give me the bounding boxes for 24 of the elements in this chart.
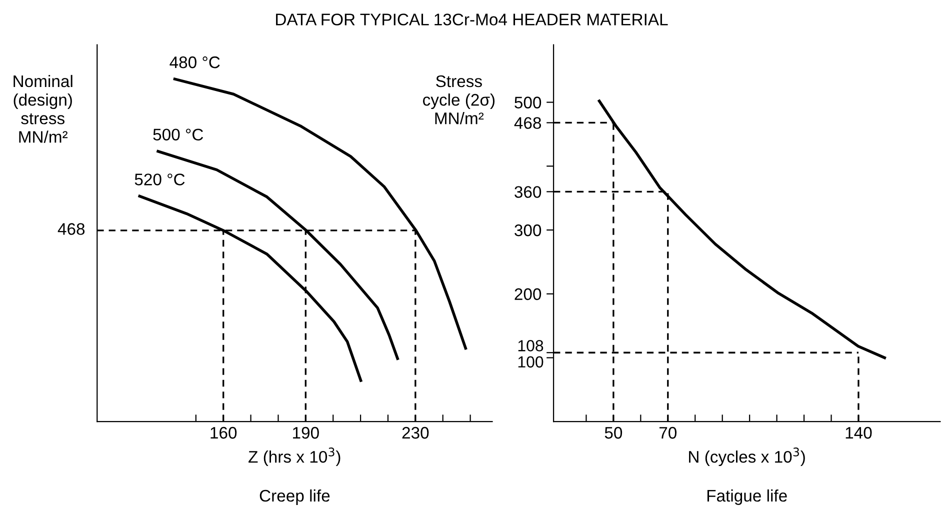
y-axis-title: Nominal (design) stress MN/m²: [14, 74, 72, 143]
y-tick-label: 200: [514, 288, 542, 300]
text: Fatigue life: [707, 489, 787, 505]
x-axis-title: N (cycles x 10$^{3}$): [689, 448, 805, 466]
series-label: 500 °C: [153, 128, 204, 140]
y-tick-label: 468: [514, 117, 542, 129]
x-axis-title: Z (hrs x 10$^{3}$): [248, 448, 340, 466]
y-tick-label: 108: [518, 340, 544, 352]
x-tick-label: 230: [402, 426, 429, 439]
x-tick-label: 50: [604, 426, 622, 439]
text: Creep life: [260, 489, 330, 505]
text: 468: [58, 223, 85, 235]
y-axis-title: Stress cycle (2σ) MN/m²: [423, 75, 495, 124]
chart-title: DATA FOR TYPICAL 13Cr-Mo4 HEADER MATERIAL: [276, 14, 668, 26]
y-tick-label: 360: [514, 186, 542, 198]
x-tick-label: 70: [659, 426, 677, 439]
y-tick-label: 100: [518, 356, 544, 368]
y-tick-label: 500: [514, 96, 542, 108]
y-tick-label: 300: [514, 224, 542, 236]
x-tick-label: 190: [293, 426, 319, 439]
series-label: 520 °C: [134, 174, 185, 186]
x-tick-label: 160: [210, 426, 237, 439]
series-label: 480 °C: [170, 56, 220, 68]
x-tick-label: 140: [846, 426, 872, 439]
